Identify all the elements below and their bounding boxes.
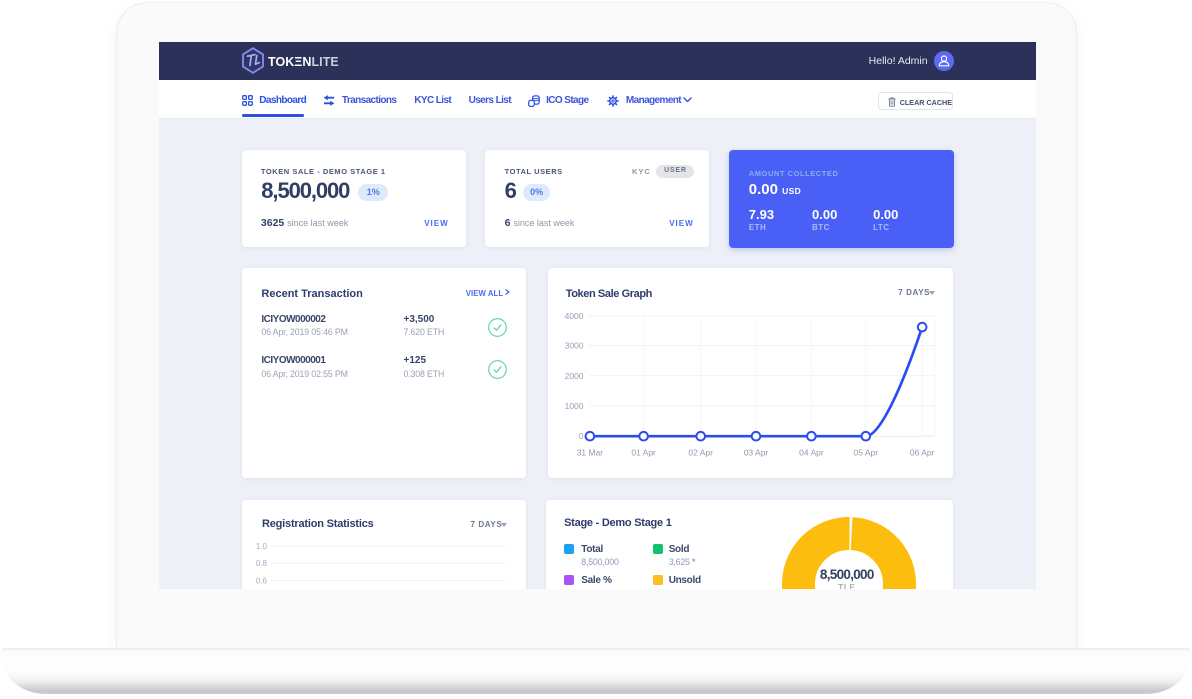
svg-text:05 Apr: 05 Apr <box>853 447 878 457</box>
svg-text:0.6: 0.6 <box>256 576 268 585</box>
svg-text:04 Apr: 04 Apr <box>799 447 824 457</box>
svg-text:2000: 2000 <box>564 370 583 380</box>
svg-text:0: 0 <box>578 431 583 441</box>
svg-text:06 Apr: 06 Apr <box>910 447 935 457</box>
svg-text:1000: 1000 <box>564 401 583 411</box>
svg-text:3000: 3000 <box>564 340 583 350</box>
svg-text:02 Apr: 02 Apr <box>688 447 713 457</box>
svg-text:4000: 4000 <box>564 311 583 321</box>
svg-text:01 Apr: 01 Apr <box>631 447 656 457</box>
svg-text:31 Mar: 31 Mar <box>576 447 603 457</box>
svg-text:0.8: 0.8 <box>256 559 268 568</box>
svg-text:1.0: 1.0 <box>256 541 268 550</box>
svg-text:03 Apr: 03 Apr <box>743 447 768 457</box>
